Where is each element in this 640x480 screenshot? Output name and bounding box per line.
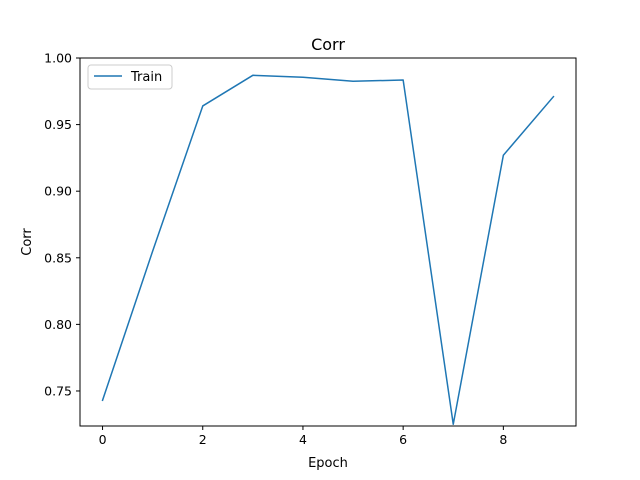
x-axis-label: Epoch <box>308 456 348 471</box>
plot-frame <box>79 57 577 427</box>
y-tick-label: 1.00 <box>44 51 72 66</box>
legend-box <box>87 64 173 90</box>
legend-label-train: Train <box>130 70 162 85</box>
plot-area <box>80 58 576 426</box>
legend: Train <box>87 64 173 90</box>
chart-title: Corr <box>311 35 345 54</box>
y-tick-label: 0.95 <box>44 117 72 132</box>
axis-ticks: 0 2 4 6 8 0.75 0.80 0.85 0.90 0.95 1.00 <box>44 51 507 448</box>
y-tick-label: 0.75 <box>44 383 72 398</box>
x-tick-label: 4 <box>299 432 307 447</box>
x-tick-label: 8 <box>499 432 507 447</box>
y-axis-label: Corr <box>20 228 35 256</box>
x-tick-label: 6 <box>399 432 407 447</box>
x-tick-label: 0 <box>99 432 107 447</box>
x-tick-label: 2 <box>199 432 207 447</box>
y-tick-label: 0.80 <box>44 317 72 332</box>
series-layer <box>101 74 555 426</box>
series-line-train <box>101 74 555 426</box>
y-tick-label: 0.85 <box>44 250 72 265</box>
y-tick-label: 0.90 <box>44 184 72 199</box>
